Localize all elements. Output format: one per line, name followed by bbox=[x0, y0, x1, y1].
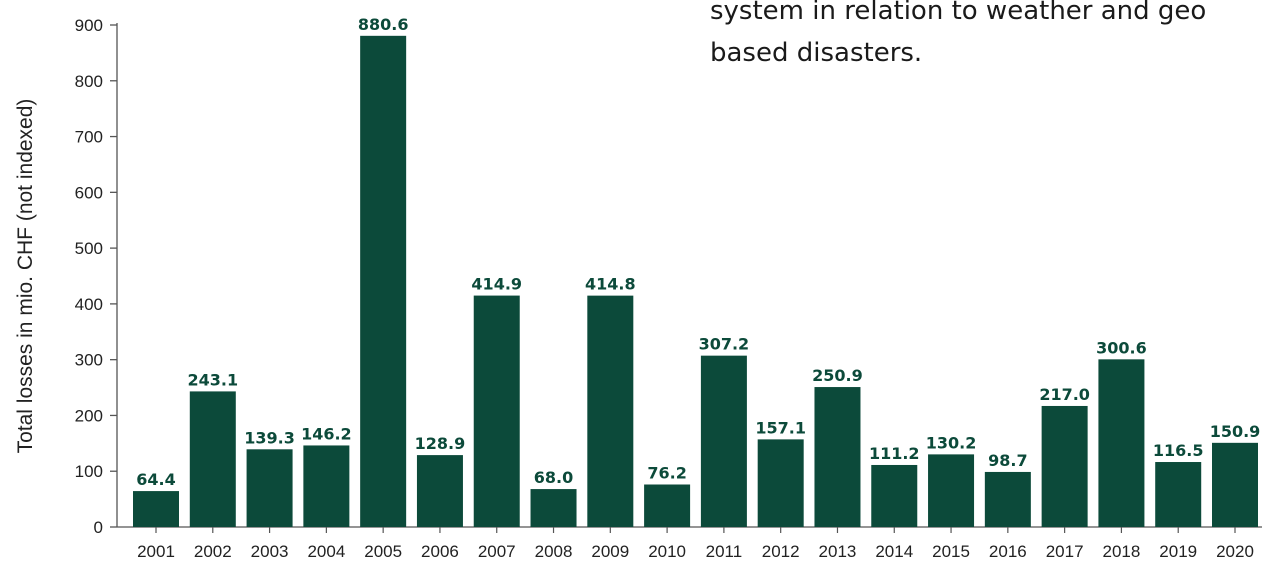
x-tick-label-2001: 2001 bbox=[137, 542, 175, 561]
bar-2005 bbox=[360, 35, 407, 527]
value-label-2010: 76.2 bbox=[647, 463, 686, 482]
side-paragraph-line-2: based disasters. bbox=[710, 38, 923, 68]
value-label-2002: 243.1 bbox=[187, 370, 238, 389]
y-tick-label: 600 bbox=[75, 183, 103, 202]
x-tick-label-2018: 2018 bbox=[1103, 542, 1141, 561]
bar-2017 bbox=[1041, 405, 1088, 527]
value-label-2012: 157.1 bbox=[755, 418, 806, 437]
bar-2019 bbox=[1155, 462, 1202, 527]
value-label-2005: 880.6 bbox=[358, 15, 409, 34]
y-tick-label: 0 bbox=[94, 518, 103, 537]
x-tick-label-2002: 2002 bbox=[194, 542, 232, 561]
y-tick-label: 300 bbox=[75, 351, 103, 370]
value-label-2018: 300.6 bbox=[1096, 338, 1147, 357]
y-tick-label: 100 bbox=[75, 462, 103, 481]
bar-2006 bbox=[416, 455, 463, 527]
bar-2016 bbox=[984, 471, 1031, 527]
x-tick-label-2019: 2019 bbox=[1159, 542, 1197, 561]
x-tick-label-2015: 2015 bbox=[932, 542, 970, 561]
x-tick-label-2006: 2006 bbox=[421, 542, 459, 561]
bar-2004 bbox=[303, 445, 350, 527]
x-tick-label-2003: 2003 bbox=[251, 542, 289, 561]
bar-2015 bbox=[928, 454, 975, 527]
x-tick-label-2017: 2017 bbox=[1046, 542, 1084, 561]
x-tick-label-2014: 2014 bbox=[875, 542, 913, 561]
value-label-2006: 128.9 bbox=[415, 434, 466, 453]
x-tick-label-2012: 2012 bbox=[762, 542, 800, 561]
bar-2013 bbox=[814, 387, 861, 527]
x-tick-label-2011: 2011 bbox=[706, 542, 743, 561]
bar-2003 bbox=[246, 449, 293, 527]
value-label-2020: 150.9 bbox=[1210, 422, 1261, 441]
x-tick-label-2005: 2005 bbox=[364, 542, 402, 561]
value-label-2013: 250.9 bbox=[812, 366, 863, 385]
value-label-2011: 307.2 bbox=[699, 335, 750, 354]
value-label-2019: 116.5 bbox=[1153, 441, 1204, 460]
value-label-2004: 146.2 bbox=[301, 424, 352, 443]
value-label-2016: 98.7 bbox=[988, 451, 1027, 470]
bar-2010 bbox=[644, 484, 691, 527]
bar-2012 bbox=[757, 439, 804, 527]
x-tick-label-2004: 2004 bbox=[307, 542, 345, 561]
value-labels: 64.4 243.1 139.3 146.2 880.6 128.9 414.9 68.0 41… bbox=[136, 15, 1260, 489]
x-tick-label-2008: 2008 bbox=[535, 542, 573, 561]
value-label-2001: 64.4 bbox=[136, 470, 175, 489]
y-tick-label: 800 bbox=[75, 72, 103, 91]
value-label-2015: 130.2 bbox=[926, 433, 977, 452]
bar-2001 bbox=[133, 491, 179, 527]
bar-2009 bbox=[587, 295, 634, 527]
y-tick-label: 200 bbox=[75, 406, 103, 425]
x-tick-label-2016: 2016 bbox=[989, 542, 1027, 561]
bar-2011 bbox=[700, 355, 747, 527]
y-tick-label: 900 bbox=[75, 16, 103, 35]
value-label-2017: 217.0 bbox=[1039, 385, 1090, 404]
y-axis-title: Total losses in mio. CHF (not indexed) bbox=[14, 99, 37, 454]
value-label-2007: 414.9 bbox=[471, 275, 522, 294]
y-tick-label: 400 bbox=[75, 295, 103, 314]
x-tick-label-2007: 2007 bbox=[478, 542, 516, 561]
y-tick-label: 700 bbox=[75, 128, 103, 147]
value-label-2003: 139.3 bbox=[244, 428, 295, 447]
bar-2008 bbox=[530, 489, 577, 527]
x-tick-label-2010: 2010 bbox=[648, 542, 686, 561]
bar-2020 bbox=[1212, 442, 1258, 527]
bar-2007 bbox=[473, 295, 520, 527]
y-tick-labels: 0 100 200 300 400 500 600 700 800 900 bbox=[75, 16, 103, 537]
x-tick-label-2009: 2009 bbox=[591, 542, 629, 561]
bar-2018 bbox=[1098, 359, 1145, 527]
bars bbox=[133, 35, 1258, 527]
bar-2014 bbox=[871, 464, 918, 527]
value-label-2009: 414.8 bbox=[585, 275, 636, 294]
y-tick-label: 500 bbox=[75, 239, 103, 258]
x-tick-label-2020: 2020 bbox=[1216, 542, 1254, 561]
side-paragraph-line-1: system in relation to weather and geo bbox=[710, 0, 1207, 26]
value-label-2008: 68.0 bbox=[534, 468, 573, 487]
y-axis-title-group: Total losses in mio. CHF (not indexed) bbox=[14, 99, 37, 454]
x-tick-label-2013: 2013 bbox=[819, 542, 857, 561]
x-tick-labels: 2001 2002 2003 2004 2005 2006 2007 2008 2009 2010… bbox=[137, 542, 1254, 561]
side-paragraph: system in relation to weather and geo ba… bbox=[710, 0, 1265, 74]
value-label-2014: 111.2 bbox=[869, 444, 920, 463]
bar-2002 bbox=[189, 391, 236, 527]
